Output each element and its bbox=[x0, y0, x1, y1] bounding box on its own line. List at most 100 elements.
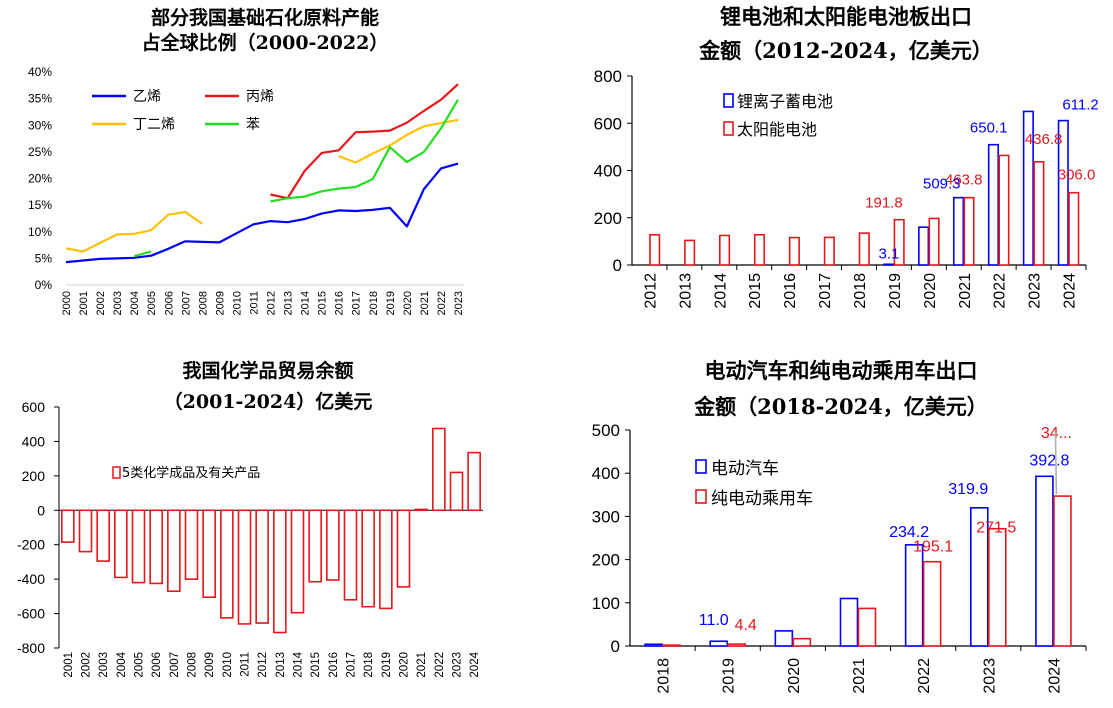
y-tick-label: -800 bbox=[17, 640, 45, 656]
bar bbox=[969, 507, 989, 647]
series-line bbox=[65, 210, 203, 253]
x-tick-label: 2020 bbox=[399, 652, 411, 678]
y-tick-label: 200 bbox=[594, 209, 622, 228]
x-tick-label: 2017 bbox=[817, 273, 834, 309]
y-tick-label: 400 bbox=[594, 162, 622, 181]
x-tick-label: 2012 bbox=[266, 291, 278, 315]
x-tick-label: 2005 bbox=[146, 291, 158, 315]
x-tick-label: 2018 bbox=[363, 652, 375, 678]
bar bbox=[167, 509, 181, 592]
bar bbox=[290, 509, 305, 614]
x-tick-label: 2002 bbox=[95, 291, 107, 315]
x-tick-label: 2014 bbox=[712, 273, 729, 309]
x-tick-label: 2015 bbox=[317, 291, 329, 315]
bar bbox=[918, 226, 930, 266]
y-tick-label: 40% bbox=[28, 65, 52, 79]
y-tick-label: -600 bbox=[17, 606, 45, 622]
legend-label: 锂离子蓄电池 bbox=[737, 92, 833, 111]
bar bbox=[709, 640, 729, 647]
bar bbox=[857, 607, 877, 647]
data-label: 191.8 bbox=[865, 195, 903, 212]
x-tick-label: 2020 bbox=[402, 291, 414, 315]
x-tick-label: 2003 bbox=[112, 291, 124, 315]
x-tick-label: 2010 bbox=[222, 652, 234, 678]
x-tick-label: 2011 bbox=[248, 291, 260, 315]
bar bbox=[255, 509, 269, 624]
bar bbox=[220, 509, 234, 619]
y-tick-label: 5% bbox=[35, 251, 53, 265]
x-tick-label: 2019 bbox=[385, 291, 397, 315]
bar bbox=[928, 217, 940, 266]
data-label: 271.5 bbox=[976, 520, 1016, 537]
x-tick-label: 2023 bbox=[453, 291, 465, 315]
bar bbox=[987, 143, 999, 266]
chart-subtitle: 金额（2018-2024，亿美元） bbox=[693, 394, 988, 419]
bar bbox=[922, 560, 942, 647]
bar bbox=[684, 239, 696, 266]
x-tick-label: 2022 bbox=[992, 273, 1009, 309]
data-label: 436.8 bbox=[1025, 131, 1063, 148]
chart-panel-ev-exports: 电动汽车和纯电动乘用车出口 金额（2018-2024，亿美元） 0 100 200 3… bbox=[556, 350, 1113, 708]
data-label: 463.8 bbox=[945, 172, 983, 189]
x-tick-label: 2021 bbox=[416, 652, 428, 678]
x-tick-label: 2001 bbox=[78, 291, 90, 315]
bar bbox=[78, 509, 93, 553]
x-tick-label: 2023 bbox=[452, 652, 464, 678]
battery-solar-chart: 锂电池和太阳能电池板出口 金额（2012-2024，亿美元） 0 200 400 60… bbox=[594, 4, 1099, 309]
x-tick-label: 2002 bbox=[81, 652, 93, 678]
y-tick-label: 600 bbox=[594, 114, 622, 133]
chart-title: 我国化学品贸易余额 bbox=[182, 359, 353, 382]
x-tick-label: 2018 bbox=[656, 658, 673, 694]
bar bbox=[893, 218, 905, 266]
x-tick-label: 2013 bbox=[677, 273, 694, 309]
x-tick-label: 2004 bbox=[129, 291, 141, 315]
legend-swatch bbox=[112, 466, 121, 479]
bar bbox=[963, 196, 975, 266]
y-tick-label: 300 bbox=[592, 507, 620, 526]
data-label: 319.9 bbox=[948, 481, 988, 498]
data-label: 11.0 bbox=[699, 612, 729, 629]
legend-label: 太阳能电池 bbox=[737, 120, 817, 139]
leader-line bbox=[1054, 432, 1058, 495]
y-tick-label: -200 bbox=[17, 537, 45, 553]
bar bbox=[61, 509, 75, 543]
y-tick-label: 35% bbox=[28, 92, 52, 106]
y-tick-label: 400 bbox=[22, 433, 46, 449]
x-tick-label: 2018 bbox=[852, 273, 869, 309]
bar bbox=[987, 527, 1007, 647]
x-tick-label: 2013 bbox=[275, 652, 287, 678]
x-tick-label: 2001 bbox=[63, 652, 75, 678]
legend-swatch bbox=[695, 489, 707, 504]
x-tick-label: 2024 bbox=[1046, 658, 1063, 694]
bar bbox=[361, 509, 375, 608]
bar bbox=[1053, 495, 1072, 647]
bar bbox=[467, 451, 481, 512]
y-tick-label: 200 bbox=[592, 551, 620, 570]
bar bbox=[1022, 110, 1034, 266]
legend-label: 电动汽车 bbox=[711, 459, 779, 479]
x-tick-label: 2019 bbox=[381, 652, 393, 678]
x-tick-label: 2008 bbox=[197, 291, 209, 315]
bar bbox=[662, 644, 681, 647]
x-tick-label: 2023 bbox=[981, 658, 998, 694]
series-line bbox=[270, 83, 459, 200]
x-tick-label: 2009 bbox=[204, 652, 216, 678]
x-tick-label: 2020 bbox=[786, 658, 803, 694]
chart-subtitle: 金额（2012-2024，亿美元） bbox=[698, 38, 993, 63]
data-label: 611.2 bbox=[1062, 97, 1098, 114]
x-tick-label: 2015 bbox=[747, 273, 764, 309]
y-tick-label: 400 bbox=[592, 464, 620, 483]
y-tick-label: 600 bbox=[22, 399, 46, 415]
bar bbox=[237, 509, 252, 625]
bar bbox=[202, 509, 216, 599]
x-tick-label: 2021 bbox=[957, 273, 974, 309]
chart-title: 锂电池和太阳能电池板出口 bbox=[720, 4, 972, 29]
bar bbox=[839, 597, 859, 647]
y-tick-label: 200 bbox=[22, 468, 46, 484]
x-tick-label: 2019 bbox=[887, 273, 904, 309]
x-tick-label: 2017 bbox=[346, 652, 358, 678]
bar bbox=[343, 509, 358, 601]
x-tick-label: 2015 bbox=[310, 652, 322, 678]
chart-panel-battery-solar: 锂电池和太阳能电池板出口 金额（2012-2024，亿美元） 0 200 400 60… bbox=[556, 0, 1113, 350]
x-tick-label: 2020 bbox=[922, 273, 939, 309]
